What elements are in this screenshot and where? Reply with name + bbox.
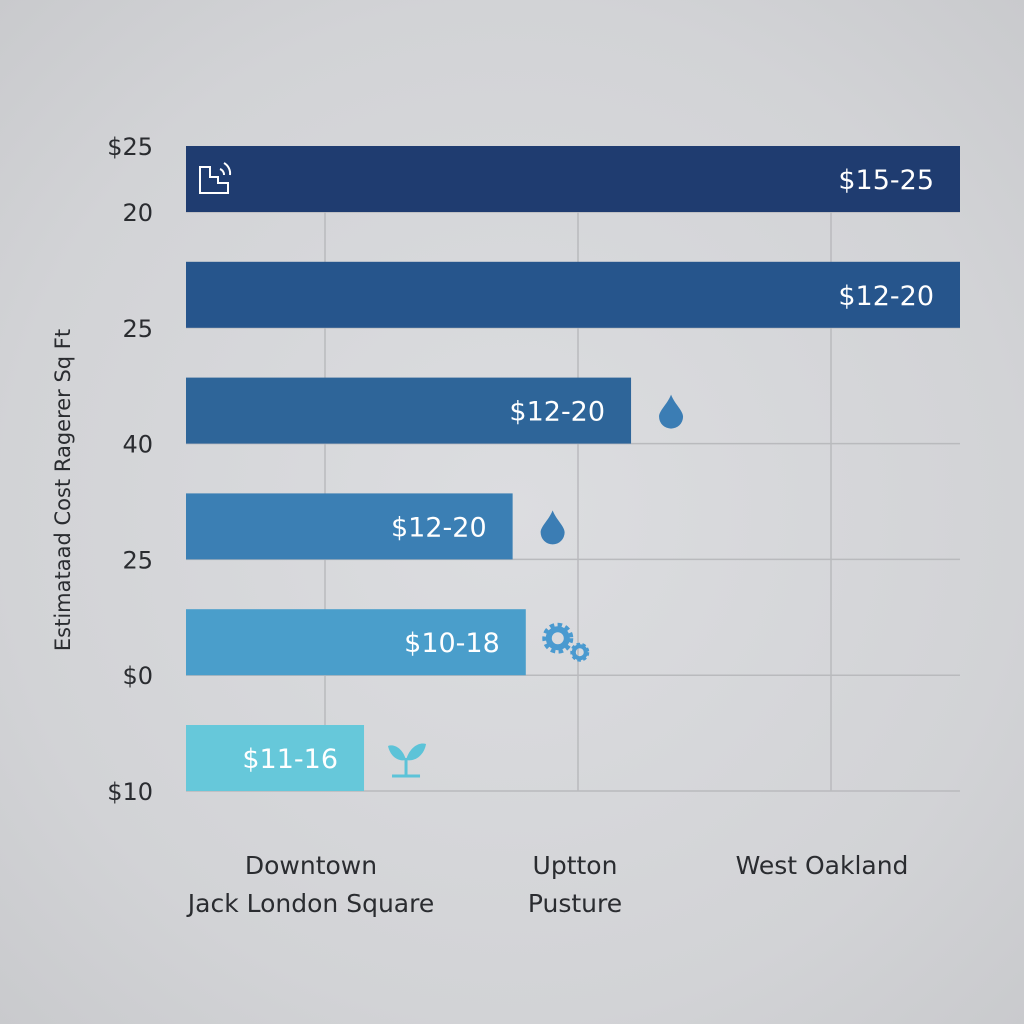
bar-group: $10-18 <box>186 609 590 676</box>
bar-value-label: $15-25 <box>838 165 934 196</box>
gear-small-body <box>571 644 588 661</box>
water-drop-icon <box>659 394 684 429</box>
y-tick-label: 25 <box>122 546 153 574</box>
x-tick-labels: Downtown Jack London Square Uptton Pusture W… <box>186 851 909 918</box>
signal-waves <box>219 162 232 176</box>
bar <box>186 261 960 328</box>
bar <box>186 609 526 676</box>
bar-value-label: $12-20 <box>391 512 487 543</box>
sprout-icon <box>388 743 427 778</box>
bar-value-label: $12-20 <box>838 281 934 312</box>
bar-value-label: $12-20 <box>509 397 605 428</box>
building-outline <box>199 166 229 194</box>
gears-icon <box>542 622 590 662</box>
y-tick-label: $10 <box>107 778 153 806</box>
gear-large-body <box>545 626 570 651</box>
sprout-leaf <box>388 745 407 761</box>
y-tick-label: $25 <box>107 133 153 161</box>
bar-group: $12-20 <box>186 377 684 444</box>
x-tick-label: Jack London Square <box>186 889 434 918</box>
grid <box>186 146 960 792</box>
bar <box>186 725 365 791</box>
y-tick-label: $0 <box>122 662 153 690</box>
y-tick-label: 25 <box>122 315 153 343</box>
sprout-leaf <box>406 743 427 761</box>
bar-value-label: $10-18 <box>404 628 500 659</box>
bar <box>186 377 632 444</box>
bar <box>186 146 960 212</box>
bar-group: $15-25 <box>186 146 960 212</box>
x-tick-label: Downtown <box>245 851 377 880</box>
bar-group: $11-16 <box>186 725 427 791</box>
y-tick-labels: $25 20 25 40 25 $0 $10 <box>107 133 153 806</box>
bar-value-label: $11-16 <box>242 744 338 775</box>
x-tick-label: Uptton <box>533 851 618 880</box>
x-tick-label: West Oakland <box>736 851 909 880</box>
water-drop-icon <box>540 510 565 545</box>
y-tick-label: 40 <box>122 431 153 459</box>
bars: $15-25 $12-20 $12-20 $12-20 $10-18 $11-16 <box>186 146 960 791</box>
bar <box>186 493 513 560</box>
y-tick-label: 20 <box>122 199 153 227</box>
bar-group: $12-20 <box>186 493 565 560</box>
bar-group: $12-20 <box>186 261 960 328</box>
smart-building-icon <box>199 162 232 194</box>
y-axis-label: Estimataad Cost Ragerer Sq Ft <box>51 329 75 651</box>
x-tick-label: Pusture <box>528 889 622 918</box>
